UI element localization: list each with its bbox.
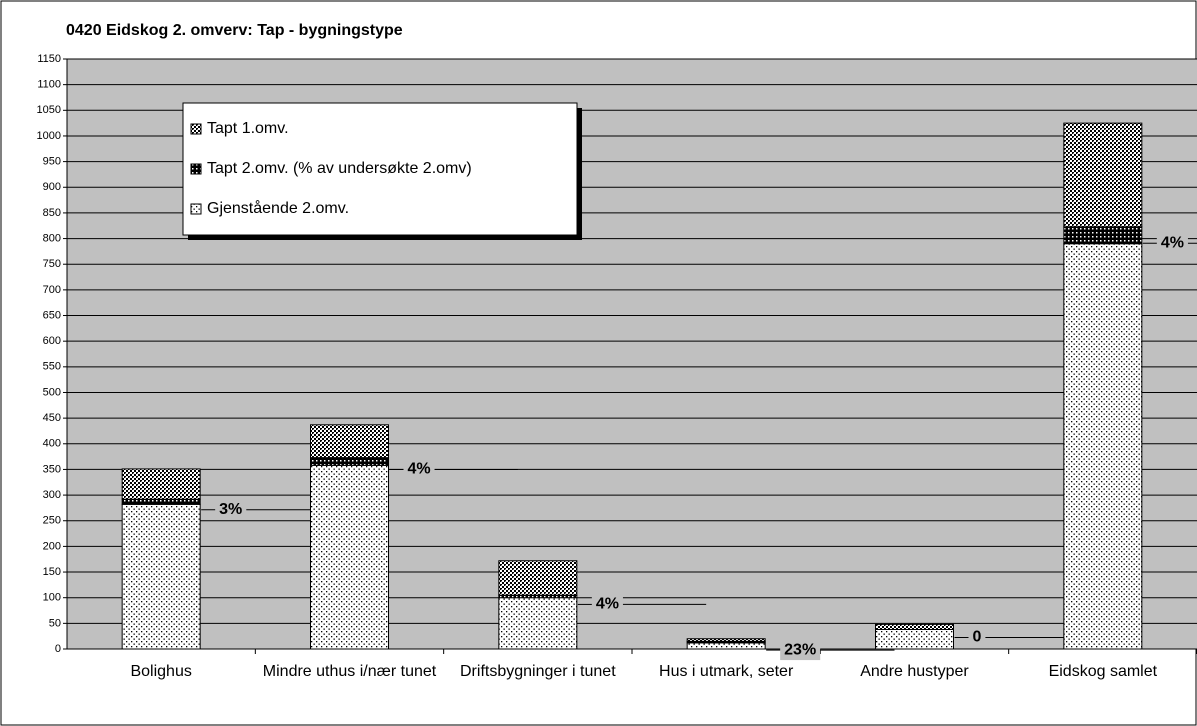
y-tick-label: 50: [49, 617, 61, 629]
bar-segment: [498, 597, 578, 650]
legend-label: Gjenstående 2.omv.: [207, 199, 349, 217]
y-tick-label: 650: [43, 309, 61, 321]
legend-label: Tapt 1.omv.: [207, 120, 289, 137]
y-tick-label: 200: [43, 540, 61, 552]
bar-segment: [686, 642, 766, 650]
chart-title: 0420 Eidskog 2. omverv: Tap - bygningsty…: [66, 22, 403, 39]
annotation-bg: [215, 499, 247, 520]
y-tick-label: 900: [43, 181, 61, 193]
bar-annotation: 4%: [408, 461, 431, 478]
bar-annotation: 3%: [219, 501, 242, 518]
legend-swatch: [190, 123, 202, 135]
bar-segment: [875, 629, 954, 650]
bar-segment: [686, 638, 766, 642]
y-tick-label: 1100: [37, 79, 61, 91]
y-tick-label: 250: [43, 515, 61, 527]
bar-segment: [1063, 243, 1143, 650]
bar-annotation: 23%: [784, 641, 816, 658]
annotation-bg: [591, 594, 623, 615]
legend-swatch: [190, 163, 202, 175]
y-tick-label: 150: [43, 566, 61, 578]
bar-segment: [1063, 122, 1143, 228]
y-tick-label: 300: [43, 489, 61, 501]
annotation-bg: [403, 459, 435, 480]
x-tick-label: Bolighus: [130, 663, 192, 680]
bar-segment: [310, 424, 389, 459]
bar-segment: [121, 498, 201, 505]
y-tick-label: 1150: [37, 53, 61, 65]
legend: [182, 102, 578, 236]
y-tick-label: 400: [43, 438, 61, 450]
y-tick-label: 750: [43, 258, 61, 270]
y-tick-label: 0: [55, 643, 61, 655]
bar-segment: [875, 623, 954, 631]
bar-segment: [310, 457, 389, 466]
x-tick-label: Mindre uthus i/nær tunet: [262, 663, 437, 680]
legend-label: Tapt 2.omv. (% av undersøkte 2.omv): [207, 160, 472, 177]
x-tick-label: Hus i utmark, seter: [659, 663, 794, 680]
bar-segment: [1063, 226, 1143, 245]
y-tick-label: 500: [43, 386, 61, 398]
bar-annotation: 4%: [1161, 234, 1184, 251]
y-tick-label: 550: [43, 361, 61, 373]
annotation-bg: [968, 627, 986, 648]
bar-segment: [498, 560, 578, 596]
bar-annotation: 0: [973, 629, 982, 646]
x-tick-label: Driftsbygninger i tunet: [460, 663, 616, 680]
x-tick-label: Eidskog samlet: [1048, 663, 1158, 680]
bar-segment: [310, 464, 389, 650]
y-tick-label: 600: [43, 335, 61, 347]
annotation-bg: [1156, 233, 1188, 254]
y-tick-label: 950: [43, 156, 61, 168]
y-tick-label: 100: [43, 592, 61, 604]
bar-segment: [121, 503, 201, 650]
bar-annotation: 4%: [596, 596, 619, 613]
legend-swatch: [190, 203, 202, 215]
y-tick-label: 700: [43, 284, 61, 296]
y-tick-label: 450: [43, 412, 61, 424]
y-tick-label: 1050: [37, 104, 61, 116]
y-tick-label: 850: [43, 207, 61, 219]
y-tick-label: 800: [43, 232, 61, 244]
annotation-bg: [780, 640, 821, 661]
bar-segment: [121, 468, 201, 500]
y-tick-label: 350: [43, 463, 61, 475]
x-tick-label: Andre hustyper: [860, 663, 969, 680]
y-tick-label: 1000: [37, 130, 61, 142]
